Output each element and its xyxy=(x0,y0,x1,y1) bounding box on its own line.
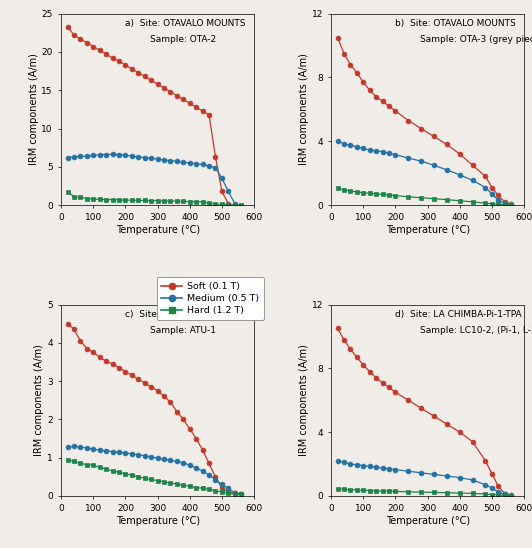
X-axis label: Temperature (°C): Temperature (°C) xyxy=(115,516,200,526)
Text: d)  Site: LA CHIMBA-Pi-1-TPA: d) Site: LA CHIMBA-Pi-1-TPA xyxy=(395,310,521,319)
Y-axis label: IRM components (A/m): IRM components (A/m) xyxy=(35,344,44,456)
Text: Sample: ATU-1: Sample: ATU-1 xyxy=(150,326,216,335)
X-axis label: Temperature (°C): Temperature (°C) xyxy=(386,225,470,235)
Text: c)  Site: ATUNTAQUI-Mound 30: c) Site: ATUNTAQUI-Mound 30 xyxy=(125,310,261,319)
Text: Sample: OTA-3 (grey piece): Sample: OTA-3 (grey piece) xyxy=(420,35,532,44)
Y-axis label: IRM components (A/m): IRM components (A/m) xyxy=(298,54,309,165)
Legend: Soft (0.1 T), Medium (0.5 T), Hard (1.2 T): Soft (0.1 T), Medium (0.5 T), Hard (1.2 … xyxy=(156,277,264,320)
Y-axis label: IRM components (A/m): IRM components (A/m) xyxy=(29,54,38,165)
Text: Sample: OTA-2: Sample: OTA-2 xyxy=(150,35,216,44)
X-axis label: Temperature (°C): Temperature (°C) xyxy=(386,516,470,526)
Text: a)  Site: OTAVALO MOUNTS: a) Site: OTAVALO MOUNTS xyxy=(125,19,245,28)
Y-axis label: IRM components (A/m): IRM components (A/m) xyxy=(298,344,309,456)
Text: Sample: LC10-2, (Pi-1, L-3): Sample: LC10-2, (Pi-1, L-3) xyxy=(420,326,532,335)
Text: b)  Site: OTAVALO MOUNTS: b) Site: OTAVALO MOUNTS xyxy=(395,19,516,28)
X-axis label: Temperature (°C): Temperature (°C) xyxy=(115,225,200,235)
